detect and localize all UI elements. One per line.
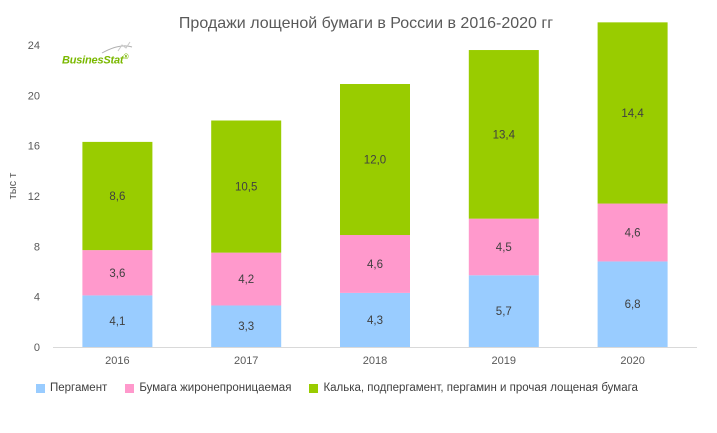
data-label: 5,7 bbox=[496, 306, 512, 318]
x-tick-label: 2017 bbox=[234, 355, 258, 367]
y-tick-label: 0 bbox=[34, 342, 40, 354]
data-label: 6,8 bbox=[625, 299, 641, 311]
chart-legend: Пергамент Бумага жиронепроницаемая Кальк… bbox=[36, 382, 638, 394]
data-label: 14,4 bbox=[621, 108, 644, 120]
y-tick-label: 4 bbox=[34, 292, 40, 304]
data-label: 12,0 bbox=[364, 155, 386, 167]
y-tick-label: 24 bbox=[28, 40, 40, 52]
bar-segment bbox=[211, 120, 282, 253]
bar-segment bbox=[340, 292, 410, 347]
y-tick-label: 8 bbox=[34, 241, 40, 253]
x-tick-label: 2020 bbox=[620, 355, 644, 367]
plot-area: 0 4 8 12 16 20 24 4,1 3,6 8,6 2016 3,3 4,2 10,5 2017 4,… bbox=[28, 22, 697, 367]
y-tick-label: 20 bbox=[28, 90, 40, 102]
data-label: 4,5 bbox=[496, 242, 512, 254]
x-tick-label: 2018 bbox=[363, 355, 387, 367]
bar-segment bbox=[597, 22, 668, 204]
x-tick-label: 2016 bbox=[105, 355, 129, 367]
bar-segment bbox=[82, 141, 153, 251]
bar-segment bbox=[597, 261, 668, 347]
bar-segment bbox=[82, 295, 153, 347]
bar-segment bbox=[468, 218, 539, 276]
businesstat-logo: BusinesStat® bbox=[62, 41, 152, 75]
bar-segment bbox=[340, 235, 410, 293]
data-label: 4,6 bbox=[625, 227, 641, 239]
y-tick-label: 16 bbox=[28, 141, 40, 153]
legend-item-greaseproof: Бумага жиронепроницаемая bbox=[125, 382, 291, 394]
data-label: 4,2 bbox=[238, 274, 254, 286]
legend-label: Калька, подпергамент, пергамин и прочая … bbox=[323, 382, 638, 394]
bar-segment bbox=[211, 252, 282, 306]
bar-segment bbox=[211, 305, 282, 347]
logo-swoosh-icon bbox=[101, 41, 133, 54]
data-label: 3,3 bbox=[238, 321, 254, 333]
data-label: 13,4 bbox=[493, 129, 516, 141]
bar-segment bbox=[340, 84, 410, 236]
bar-segment bbox=[597, 203, 668, 262]
legend-label: Пергамент bbox=[50, 382, 108, 394]
y-tick-label: 12 bbox=[28, 191, 40, 203]
chart-title: Продажи лощеной бумаги в России в 2016-2… bbox=[179, 15, 553, 32]
y-axis-label: тыс т bbox=[7, 173, 19, 200]
bar-segment bbox=[468, 50, 539, 219]
legend-swatch bbox=[36, 383, 45, 393]
legend-swatch bbox=[309, 383, 319, 393]
logo-text: BusinesStat® bbox=[62, 54, 129, 67]
bar-segment bbox=[468, 275, 539, 347]
data-label: 4,6 bbox=[367, 259, 383, 271]
legend-item-pergament: Пергамент bbox=[36, 382, 107, 394]
legend-label: Бумага жиронепроницаемая bbox=[139, 382, 292, 394]
data-label: 3,6 bbox=[109, 268, 125, 280]
bar-segment bbox=[82, 250, 153, 296]
data-label: 10,5 bbox=[235, 182, 257, 194]
legend-item-tracing-paper: Калька, подпергамент, пергамин и прочая … bbox=[309, 382, 638, 394]
data-label: 4,1 bbox=[109, 316, 125, 328]
data-label: 8,6 bbox=[109, 191, 125, 203]
legend-swatch bbox=[125, 383, 135, 393]
x-tick-label: 2019 bbox=[492, 355, 516, 367]
data-label: 4,3 bbox=[367, 315, 383, 327]
